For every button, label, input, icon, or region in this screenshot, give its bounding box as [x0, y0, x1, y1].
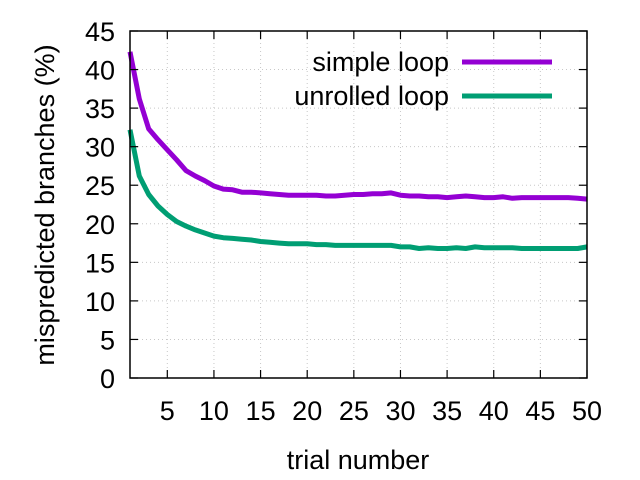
y-tick-label: 45 — [85, 17, 115, 47]
x-axis-label: trial number — [287, 445, 430, 475]
grid — [130, 31, 587, 378]
x-tick-label: 20 — [292, 396, 322, 426]
y-tick-label: 15 — [85, 248, 115, 278]
series-line-simple-loop — [127, 51, 588, 202]
y-tick-label: 10 — [85, 287, 115, 317]
x-tick-label: 35 — [432, 396, 462, 426]
y-tick-label: 40 — [85, 56, 115, 86]
series-lines — [127, 51, 588, 251]
plot-frame — [129, 30, 588, 379]
y-tick-label: 30 — [85, 133, 115, 163]
x-tick-label: 45 — [525, 396, 555, 426]
x-tick-label: 15 — [246, 396, 276, 426]
y-tick-label: 0 — [100, 364, 115, 394]
y-axis-label: mispredicted branches (%) — [30, 44, 60, 365]
series-line-unrolled-loop — [127, 129, 588, 251]
y-tick-label: 5 — [100, 325, 115, 355]
x-tick-label: 5 — [160, 396, 175, 426]
x-tick-label: 10 — [199, 396, 229, 426]
axis-ticks: 0 5 10 15 20 25 30 35 40 45 5 10 15 20 25 30 35 40 45 50 — [85, 17, 602, 426]
x-tick-label: 25 — [339, 396, 369, 426]
y-tick-label: 20 — [85, 210, 115, 240]
legend: simple loop unrolled loop — [294, 47, 552, 111]
legend-label: simple loop — [312, 47, 449, 77]
x-tick-label: 30 — [385, 396, 415, 426]
y-tick-label: 25 — [85, 171, 115, 201]
x-tick-label: 50 — [572, 396, 602, 426]
x-tick-label: 40 — [479, 396, 509, 426]
legend-label: unrolled loop — [294, 81, 449, 111]
y-tick-label: 35 — [85, 94, 115, 124]
